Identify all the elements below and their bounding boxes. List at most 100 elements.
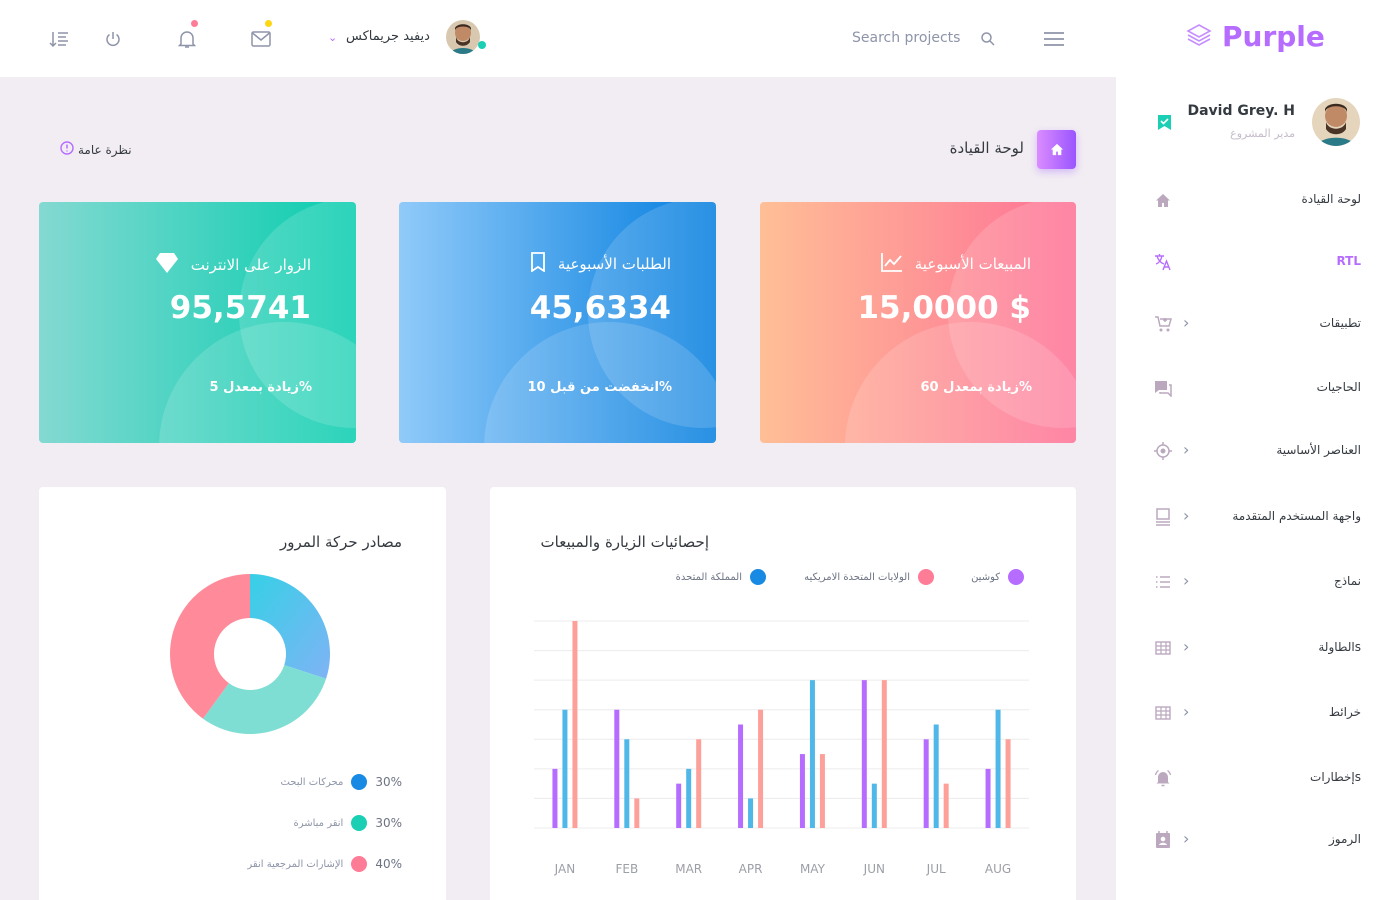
legend-percent: 40%: [375, 857, 402, 871]
sidebar-item-apps[interactable]: › تطبيقات: [1140, 309, 1376, 339]
traffic-doughnut-chart: [170, 574, 330, 734]
bar: [985, 768, 991, 828]
mail-icon[interactable]: [250, 28, 272, 50]
bar: [995, 709, 1001, 828]
x-tick-label: AUG: [985, 862, 1011, 876]
home-icon: [1154, 191, 1172, 209]
mail-dot: [265, 20, 272, 27]
cart-icon: [1154, 315, 1172, 333]
sidebar-item-maps[interactable]: › خرائط: [1140, 698, 1376, 728]
page-title-home-icon: [1037, 130, 1076, 169]
x-tick-label: JUN: [863, 862, 885, 876]
top-navbar: ⌄ ديفيد جريماكس Search projects: [0, 0, 1116, 77]
sidebar-item-label: الرموز: [1328, 832, 1361, 846]
stat-subtext: انخفضت من قبل 10%: [527, 380, 672, 395]
sidebar-item-icons[interactable]: › الرموز: [1140, 825, 1376, 855]
layers-icon: [1186, 23, 1212, 51]
sidebar-item-label: الحاجيات: [1316, 380, 1361, 394]
search-icon[interactable]: [977, 28, 999, 50]
brand-logo[interactable]: Purple: [1186, 20, 1325, 53]
bar: [799, 754, 805, 828]
legend-item-usa: الولايات المتحدة الامريكيه: [804, 569, 934, 585]
sidebar-item-tables[interactable]: › الطاولةs: [1140, 633, 1376, 663]
legend-label: محركات البحث: [280, 776, 344, 788]
table-icon: [1154, 704, 1172, 722]
stat-subtext: زيادة بمعدل 60%: [920, 380, 1033, 395]
stat-card-weekly-sales: المبيعات الأسبوعية 15,0000 $ زيادة بمعدل…: [760, 202, 1076, 443]
legend-percent: 30%: [375, 775, 402, 789]
table-icon: [1154, 639, 1172, 657]
laptop-icon: [1154, 508, 1172, 526]
bar: [552, 768, 558, 828]
overview-link[interactable]: نظرة عامة: [60, 141, 132, 158]
contact-icon: [1154, 831, 1172, 849]
legend-label: انقر مباشرة: [293, 817, 344, 829]
sidebar-item-notifications[interactable]: إخطاراتs: [1140, 763, 1376, 793]
sidebar-item-label: تطبيقات: [1319, 316, 1361, 330]
profile-name: David Grey. H: [1187, 103, 1295, 119]
sidebar-item-label: RTL: [1336, 254, 1361, 268]
bell-ring-icon: [1154, 769, 1172, 787]
sidebar-item-label: إخطاراتs: [1310, 770, 1361, 784]
bar: [696, 739, 702, 828]
chevron-right-icon: ›: [1183, 637, 1190, 656]
visits-bar-chart: JAN FEB MAR APR MAY JUN JUL AUG: [534, 620, 1029, 876]
power-icon[interactable]: [102, 28, 124, 50]
chart-line-icon: [880, 252, 903, 276]
diamond-icon: [155, 252, 179, 278]
stat-title: الطلبات الأسبوعية: [557, 255, 671, 273]
profile-role: مدير المشروع: [1230, 127, 1295, 140]
chevron-right-icon: ›: [1183, 829, 1190, 848]
legend-label: كوشين: [971, 571, 1000, 583]
sidebar-item-label: خرائط: [1328, 705, 1361, 719]
x-tick-label: MAR: [675, 862, 702, 876]
bar: [933, 724, 939, 828]
notifications-bell-icon[interactable]: [176, 28, 198, 50]
bar: [572, 621, 578, 828]
visits-sales-card: إحصائيات الزيارة والمبيعات كوشين الولايا…: [490, 487, 1076, 900]
bar: [676, 783, 682, 828]
user-name[interactable]: ديفيد جريماكس: [346, 29, 430, 44]
traffic-legend-item: انقر مباشرة 30%: [293, 815, 402, 831]
bar: [871, 783, 877, 828]
stat-title: المبيعات الأسبوعية: [914, 255, 1031, 273]
chevron-right-icon: ›: [1183, 313, 1190, 332]
user-avatar[interactable]: [446, 20, 480, 54]
legend-percent: 30%: [375, 816, 402, 830]
bar: [1005, 739, 1011, 828]
bar: [562, 709, 568, 828]
list-icon: [1154, 573, 1172, 591]
sidebar-item-label: واجهة المستخدم المتقدمة: [1232, 509, 1361, 523]
chevron-right-icon: ›: [1183, 440, 1190, 459]
legend-dot: [1008, 569, 1024, 585]
search-input[interactable]: Search projects: [852, 30, 961, 46]
sidebar-item-dashboard[interactable]: لوحة القيادة: [1140, 185, 1376, 215]
bar: [686, 768, 692, 828]
sidebar-item-advanced-ui[interactable]: › واجهة المستخدم المتقدمة: [1140, 502, 1376, 532]
brand-name: Purple: [1222, 20, 1325, 53]
traffic-sources-card: مصادر حركة المرور محركات البحث 30% انقر …: [39, 487, 446, 900]
stat-subtext: زيادة بمعدل 5%: [209, 380, 312, 395]
chevron-right-icon: ›: [1183, 571, 1190, 590]
legend-dot: [918, 569, 934, 585]
x-tick-label: MAY: [800, 862, 826, 876]
stat-card-online-visitors: الزوار على الانترنت 95,5741 زيادة بمعدل …: [39, 202, 356, 443]
menu-icon[interactable]: [1043, 28, 1065, 50]
sidebar-item-label: العناصر الأساسية: [1276, 443, 1361, 457]
bar: [861, 680, 867, 828]
sidebar-item-rtl[interactable]: RTL: [1140, 247, 1376, 277]
profile-avatar[interactable]: [1312, 98, 1360, 146]
crosshair-icon: [1154, 442, 1172, 460]
legend-item-cochin: كوشين: [971, 569, 1024, 585]
sidebar-item-widgets[interactable]: الحاجيات: [1140, 373, 1376, 403]
bar: [923, 739, 929, 828]
bar: [881, 680, 887, 828]
legend-label: الولايات المتحدة الامريكيه: [804, 571, 910, 583]
alert-circle-icon: [60, 141, 74, 158]
chevron-down-icon[interactable]: ⌄: [328, 31, 338, 44]
x-tick-label: FEB: [615, 862, 638, 876]
sidebar-item-basic-ui[interactable]: › العناصر الأساسية: [1140, 436, 1376, 466]
translate-icon: [1154, 253, 1172, 271]
sort-list-icon[interactable]: [48, 28, 70, 50]
sidebar-item-forms[interactable]: › نماذج: [1140, 567, 1376, 597]
